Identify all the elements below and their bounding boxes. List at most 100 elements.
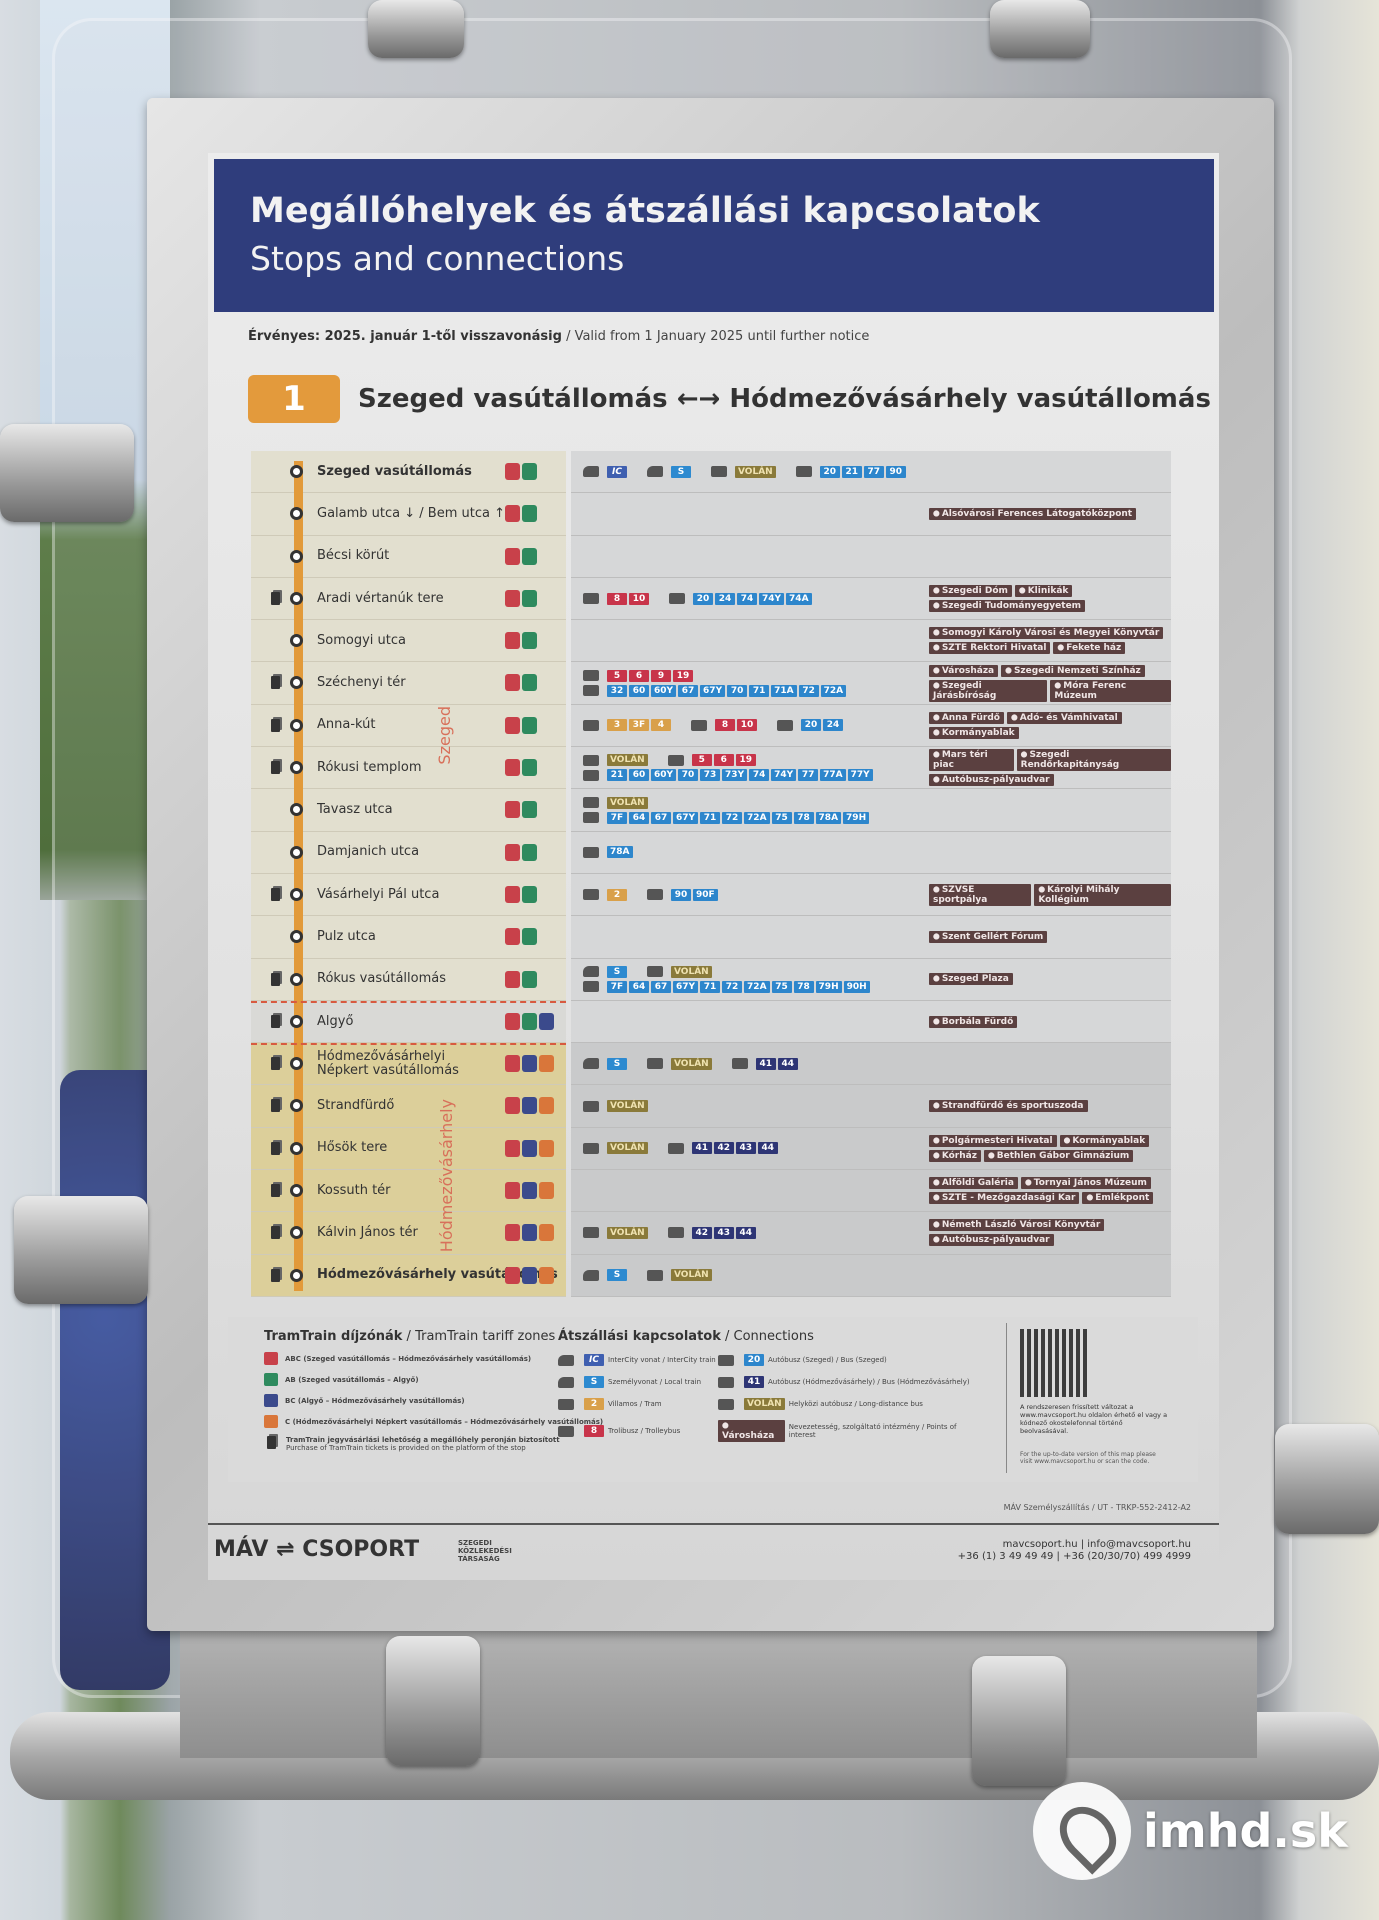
- poi-badge: Strandfürdő és sportuszoda: [929, 1100, 1088, 1113]
- line-badge-bus: 21: [607, 769, 627, 782]
- zone-blue: [522, 1139, 537, 1157]
- line-badge-bus: 74A: [786, 592, 812, 605]
- points-of-interest: VárosházaSzegedi Nemzeti SzínházSzegedi …: [929, 662, 1171, 703]
- stop-marker-icon: [290, 676, 303, 690]
- stop-marker-icon: [290, 761, 303, 775]
- stop-connections: VOLÁN 7F 64 67 67Y 71 72 72A 75 78 78A 79H: [571, 789, 1171, 832]
- stop-info: Kossuth tér: [251, 1170, 566, 1213]
- poi-badge: Klinikák: [1014, 585, 1073, 598]
- zone-orange: [539, 1097, 554, 1115]
- line-badge-bus: 71: [700, 980, 721, 993]
- line-badge-bus: 77Y: [847, 769, 873, 782]
- connection-group: 42 43 44: [667, 1226, 756, 1239]
- zone-red: [505, 1055, 520, 1073]
- line-badge-bus: 73: [700, 769, 721, 782]
- stop-connections: Alföldi GalériaTornyai János Múzeum SZTE …: [571, 1170, 1171, 1213]
- tariff-zones: [505, 843, 537, 861]
- tariff-zones: [505, 759, 537, 777]
- region-label-szeged: Szeged: [435, 706, 454, 765]
- connection-legend-label: Helyközi autóbusz / Long-distance bus: [788, 1400, 923, 1408]
- tariff-zones: [505, 1182, 554, 1200]
- stop-marker-icon: [290, 465, 303, 478]
- ticket-legend: TramTrain jegyvásárlási lehetőség a megá…: [264, 1436, 603, 1452]
- line-badge-troli: 6: [713, 754, 734, 767]
- clamp: [990, 0, 1090, 58]
- connection-line: 78A: [583, 846, 633, 859]
- qr-code[interactable]: [1020, 1329, 1088, 1397]
- line-badge-hmv: 42: [691, 1226, 712, 1239]
- poi-line: Mars téri piacSzegedi Rendőrkapitányság: [929, 749, 1171, 772]
- stop-info: Vásárhelyi Pál utca: [251, 873, 566, 917]
- line-badge-troli: 10: [737, 719, 757, 732]
- points-of-interest: Németh László Városi Könyvtár Autóbusz-pá…: [929, 1212, 1105, 1253]
- poi-badge: Szegedi Járásbíróság: [929, 679, 1048, 702]
- line-badge-bus: 72: [722, 980, 743, 993]
- stop-row: Rókus vasútállomás S VOLÁN 7F 64 67 67Y 71 72 72A…: [251, 958, 1171, 1001]
- bus-icon: [583, 812, 599, 824]
- stop-marker-icon: [290, 718, 303, 732]
- connection-group: VOLÁN: [711, 465, 776, 478]
- clamp: [386, 1636, 480, 1766]
- points-of-interest: Alsóvárosi Ferences Látogatóközpont: [929, 493, 1137, 534]
- connection-legend-item: IC InterCity vonat / InterCity train: [558, 1354, 718, 1366]
- train-icon: [558, 1376, 574, 1388]
- train-icon: [583, 1058, 599, 1070]
- watermark: imhd.sk: [1033, 1782, 1348, 1880]
- zone-green: [522, 632, 537, 650]
- connection-group: VOLÁN: [647, 1057, 712, 1070]
- line-badge-bus: 77A: [820, 769, 846, 782]
- poi-line: Borbála Fürdő: [929, 1015, 1018, 1028]
- stop-name: Vásárhelyi Pál utca: [317, 886, 440, 902]
- connection-group: 78A: [583, 846, 633, 859]
- zone-red: [505, 1012, 520, 1030]
- bus-icon: [583, 685, 599, 697]
- line-badge-hmv: 43: [735, 1142, 756, 1155]
- ticket-machine-icon: [271, 1268, 280, 1282]
- line-badge-bus: 20: [744, 1354, 764, 1366]
- line-badge-bus: 64: [629, 811, 649, 824]
- bus-icon: [718, 1398, 734, 1410]
- line-badge-bus: 24: [715, 592, 735, 605]
- line-badge-bus: 20: [819, 465, 840, 478]
- zone-red: [505, 885, 520, 903]
- poi-badge: Alsóvárosi Ferences Látogatóközpont: [929, 507, 1137, 520]
- stop-row: Somogyi utca Somogyi Károly Városi és Meg…: [251, 620, 1171, 663]
- stop-name: Strandfürdő: [317, 1098, 395, 1114]
- stop-info: Pulz utca: [251, 916, 566, 959]
- validity-hu: Érvényes: 2025. január 1-től visszavonás…: [248, 329, 562, 344]
- zone-green: [522, 716, 537, 734]
- stops-table: Szeged Hódmezővásárhely Szeged vasútállo…: [251, 451, 1171, 1297]
- line-badge-bus: 72A: [744, 980, 770, 993]
- zone-legend-item: C (Hódmezővásárhelyi Népkert vasútállomá…: [264, 1415, 603, 1428]
- line-badge-bus: 67: [651, 811, 671, 824]
- line-badge-volan: VOLÁN: [607, 796, 648, 809]
- clamp: [0, 424, 134, 522]
- ticket-machine-icon: [271, 761, 280, 775]
- points-of-interest: Mars téri piacSzegedi Rendőrkapitányság A…: [929, 747, 1171, 788]
- stop-info: Széchenyi tér: [251, 662, 566, 705]
- line-badge-bus: 60: [629, 684, 649, 697]
- line-badge-ic: IC: [607, 465, 627, 478]
- zone-red: [264, 1352, 278, 1365]
- footer: MÁV Személyszállítás / UT - TRKP-552-241…: [208, 1503, 1219, 1580]
- connection-legend-label: InterCity vonat / InterCity train: [608, 1356, 716, 1364]
- zone-red: [505, 928, 520, 946]
- stop-name: Kossuth tér: [317, 1182, 391, 1198]
- line-badge-bus: 72A: [744, 811, 770, 824]
- ticket-machine-icon: [271, 1099, 280, 1113]
- zone-red: [505, 1139, 520, 1157]
- szkt-logo: SZEGEDI KÖZLEKEDÉSI TÁRSASÁG: [458, 1539, 512, 1563]
- zone-red: [505, 505, 520, 523]
- troli-icon: [583, 670, 599, 682]
- connection-group: 41 44: [731, 1057, 798, 1070]
- connection-group: VOLÁN: [583, 796, 648, 809]
- zone-green: [522, 547, 537, 565]
- zone-legend-item: ABC (Szeged vasútállomás – Hódmezővásárh…: [264, 1352, 603, 1365]
- line-badge-bus: 90: [671, 888, 691, 901]
- poi-line: Autóbusz-pályaudvar: [929, 774, 1171, 787]
- stop-connections: Borbála Fürdő: [571, 1000, 1171, 1044]
- stop-connections: Szent Gellért Fórum: [571, 916, 1171, 959]
- poi-line: Németh László Városi Könyvtár: [929, 1219, 1105, 1232]
- tariff-zones: [505, 547, 537, 565]
